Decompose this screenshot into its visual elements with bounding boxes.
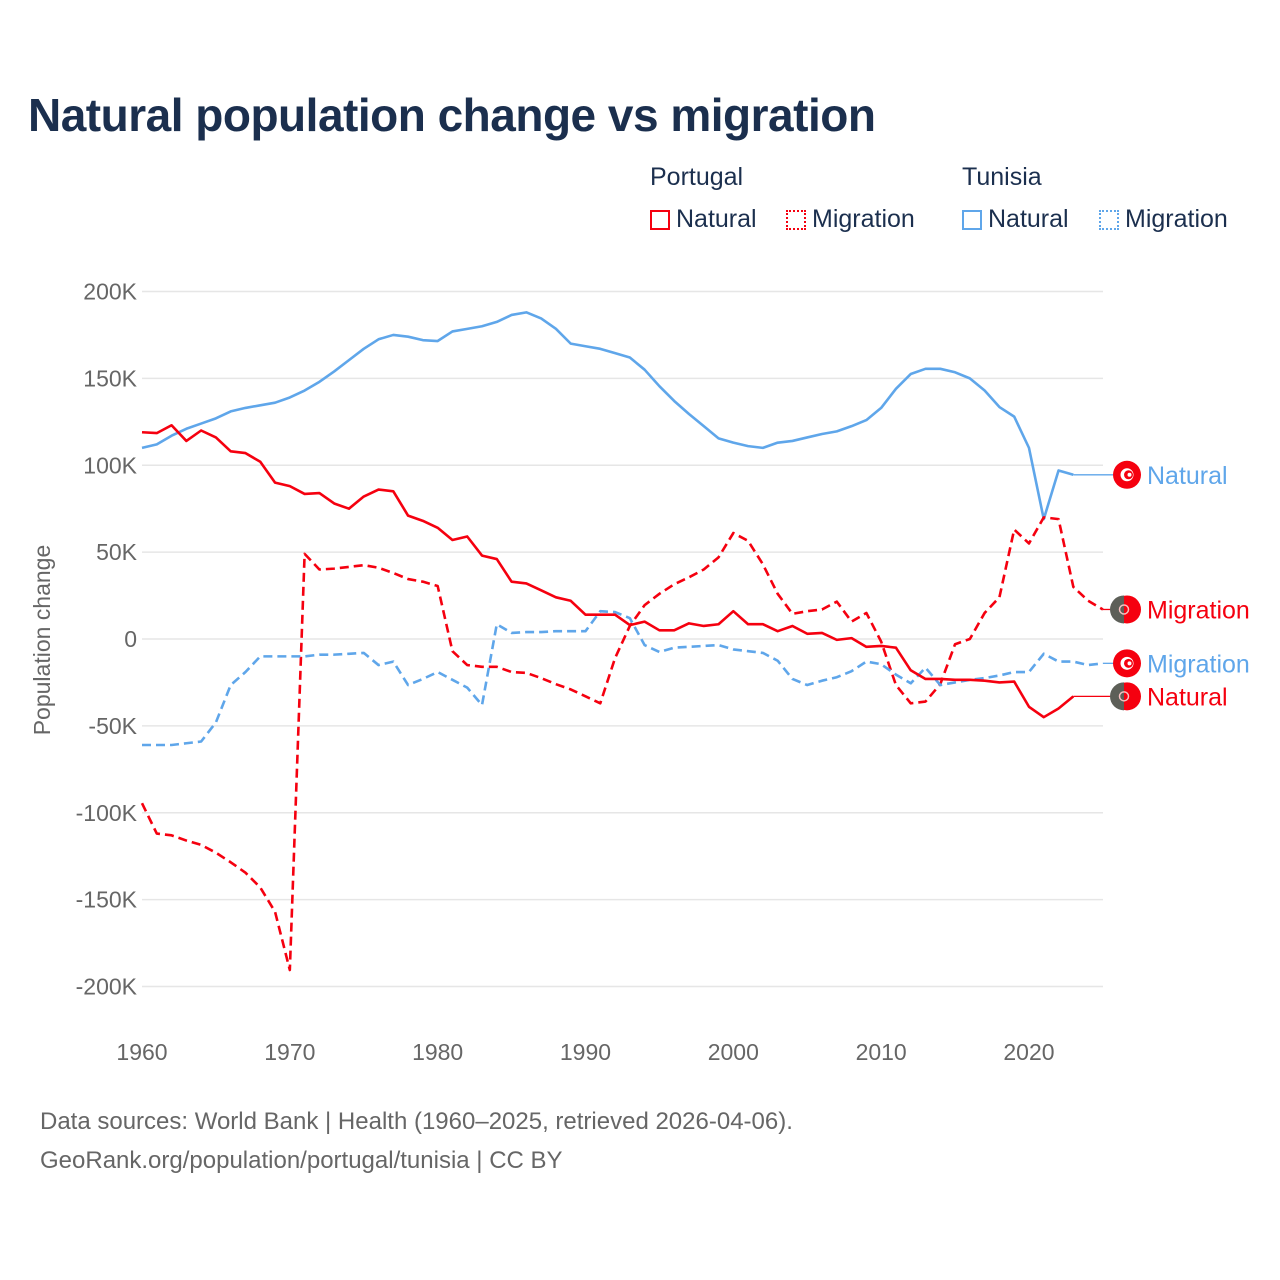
y-tick-label: 50K: [96, 539, 138, 565]
legend-label: Migration: [1125, 205, 1228, 233]
legend-group-portugal: Portugal: [650, 163, 744, 191]
series-line[interactable]: [142, 609, 1104, 747]
legend-swatch-dotted: [786, 209, 806, 230]
y-tick-label: 150K: [83, 365, 137, 391]
x-tick-label: 1990: [560, 1039, 611, 1065]
source-note: Data sources: World Bank | Health (1960–…: [40, 1108, 793, 1135]
series-end-label: Migration: [1147, 596, 1250, 624]
y-tick-label: 0: [124, 626, 137, 652]
legend-group-tunisia: Tunisia: [962, 163, 1042, 191]
legend-tunisia-migration[interactable]: Migration: [1099, 205, 1228, 234]
series-tunisia-migration[interactable]: [141, 609, 1104, 747]
legend-swatch-solid: [650, 209, 670, 230]
series-portugal-natural[interactable]: [141, 423, 1075, 719]
series-end-label: Natural: [1147, 462, 1228, 490]
chart-title: Natural population change vs migration: [28, 89, 876, 141]
legend-swatch-solid: [962, 209, 982, 230]
legend-swatch-dotted: [1099, 209, 1119, 230]
series-line[interactable]: [140, 516, 1104, 972]
x-tick-label: 1980: [412, 1039, 463, 1065]
portugal-flag-icon: [1110, 595, 1141, 624]
series-end-label: Natural: [1147, 683, 1228, 711]
legend-tunisia-natural[interactable]: Natural: [962, 205, 1069, 234]
tunisia-flag-icon: [1113, 460, 1141, 489]
x-tick-label: 2000: [708, 1039, 759, 1065]
legend-label: Migration: [812, 205, 915, 233]
source-link[interactable]: GeoRank.org/population/portugal/tunisia …: [40, 1147, 563, 1174]
y-tick-label: 100K: [83, 452, 137, 478]
legend-label: Natural: [988, 205, 1069, 233]
series-end-label: Migration: [1147, 650, 1250, 678]
y-tick-label: -150K: [76, 887, 138, 913]
x-tick-label: 1960: [116, 1039, 167, 1065]
series-line[interactable]: [141, 311, 1074, 521]
y-axis-label: Population change: [29, 545, 55, 736]
series-tunisia-natural[interactable]: [141, 311, 1074, 521]
tunisia-flag-icon: [1113, 649, 1141, 678]
x-tick-label: 1970: [264, 1039, 315, 1065]
legend-portugal-migration[interactable]: Migration: [786, 205, 915, 234]
y-tick-label: -50K: [88, 713, 137, 739]
y-tick-label: -200K: [76, 974, 138, 1000]
y-tick-label: -100K: [76, 800, 138, 826]
y-tick-label: 200K: [83, 279, 137, 305]
legend-portugal-natural[interactable]: Natural: [650, 205, 757, 234]
series-portugal-migration[interactable]: [140, 516, 1104, 972]
legend-label: Natural: [676, 205, 757, 233]
x-tick-label: 2010: [856, 1039, 907, 1065]
x-tick-label: 2020: [1003, 1039, 1054, 1065]
portugal-flag-icon: [1110, 682, 1141, 711]
series-line[interactable]: [141, 423, 1075, 719]
